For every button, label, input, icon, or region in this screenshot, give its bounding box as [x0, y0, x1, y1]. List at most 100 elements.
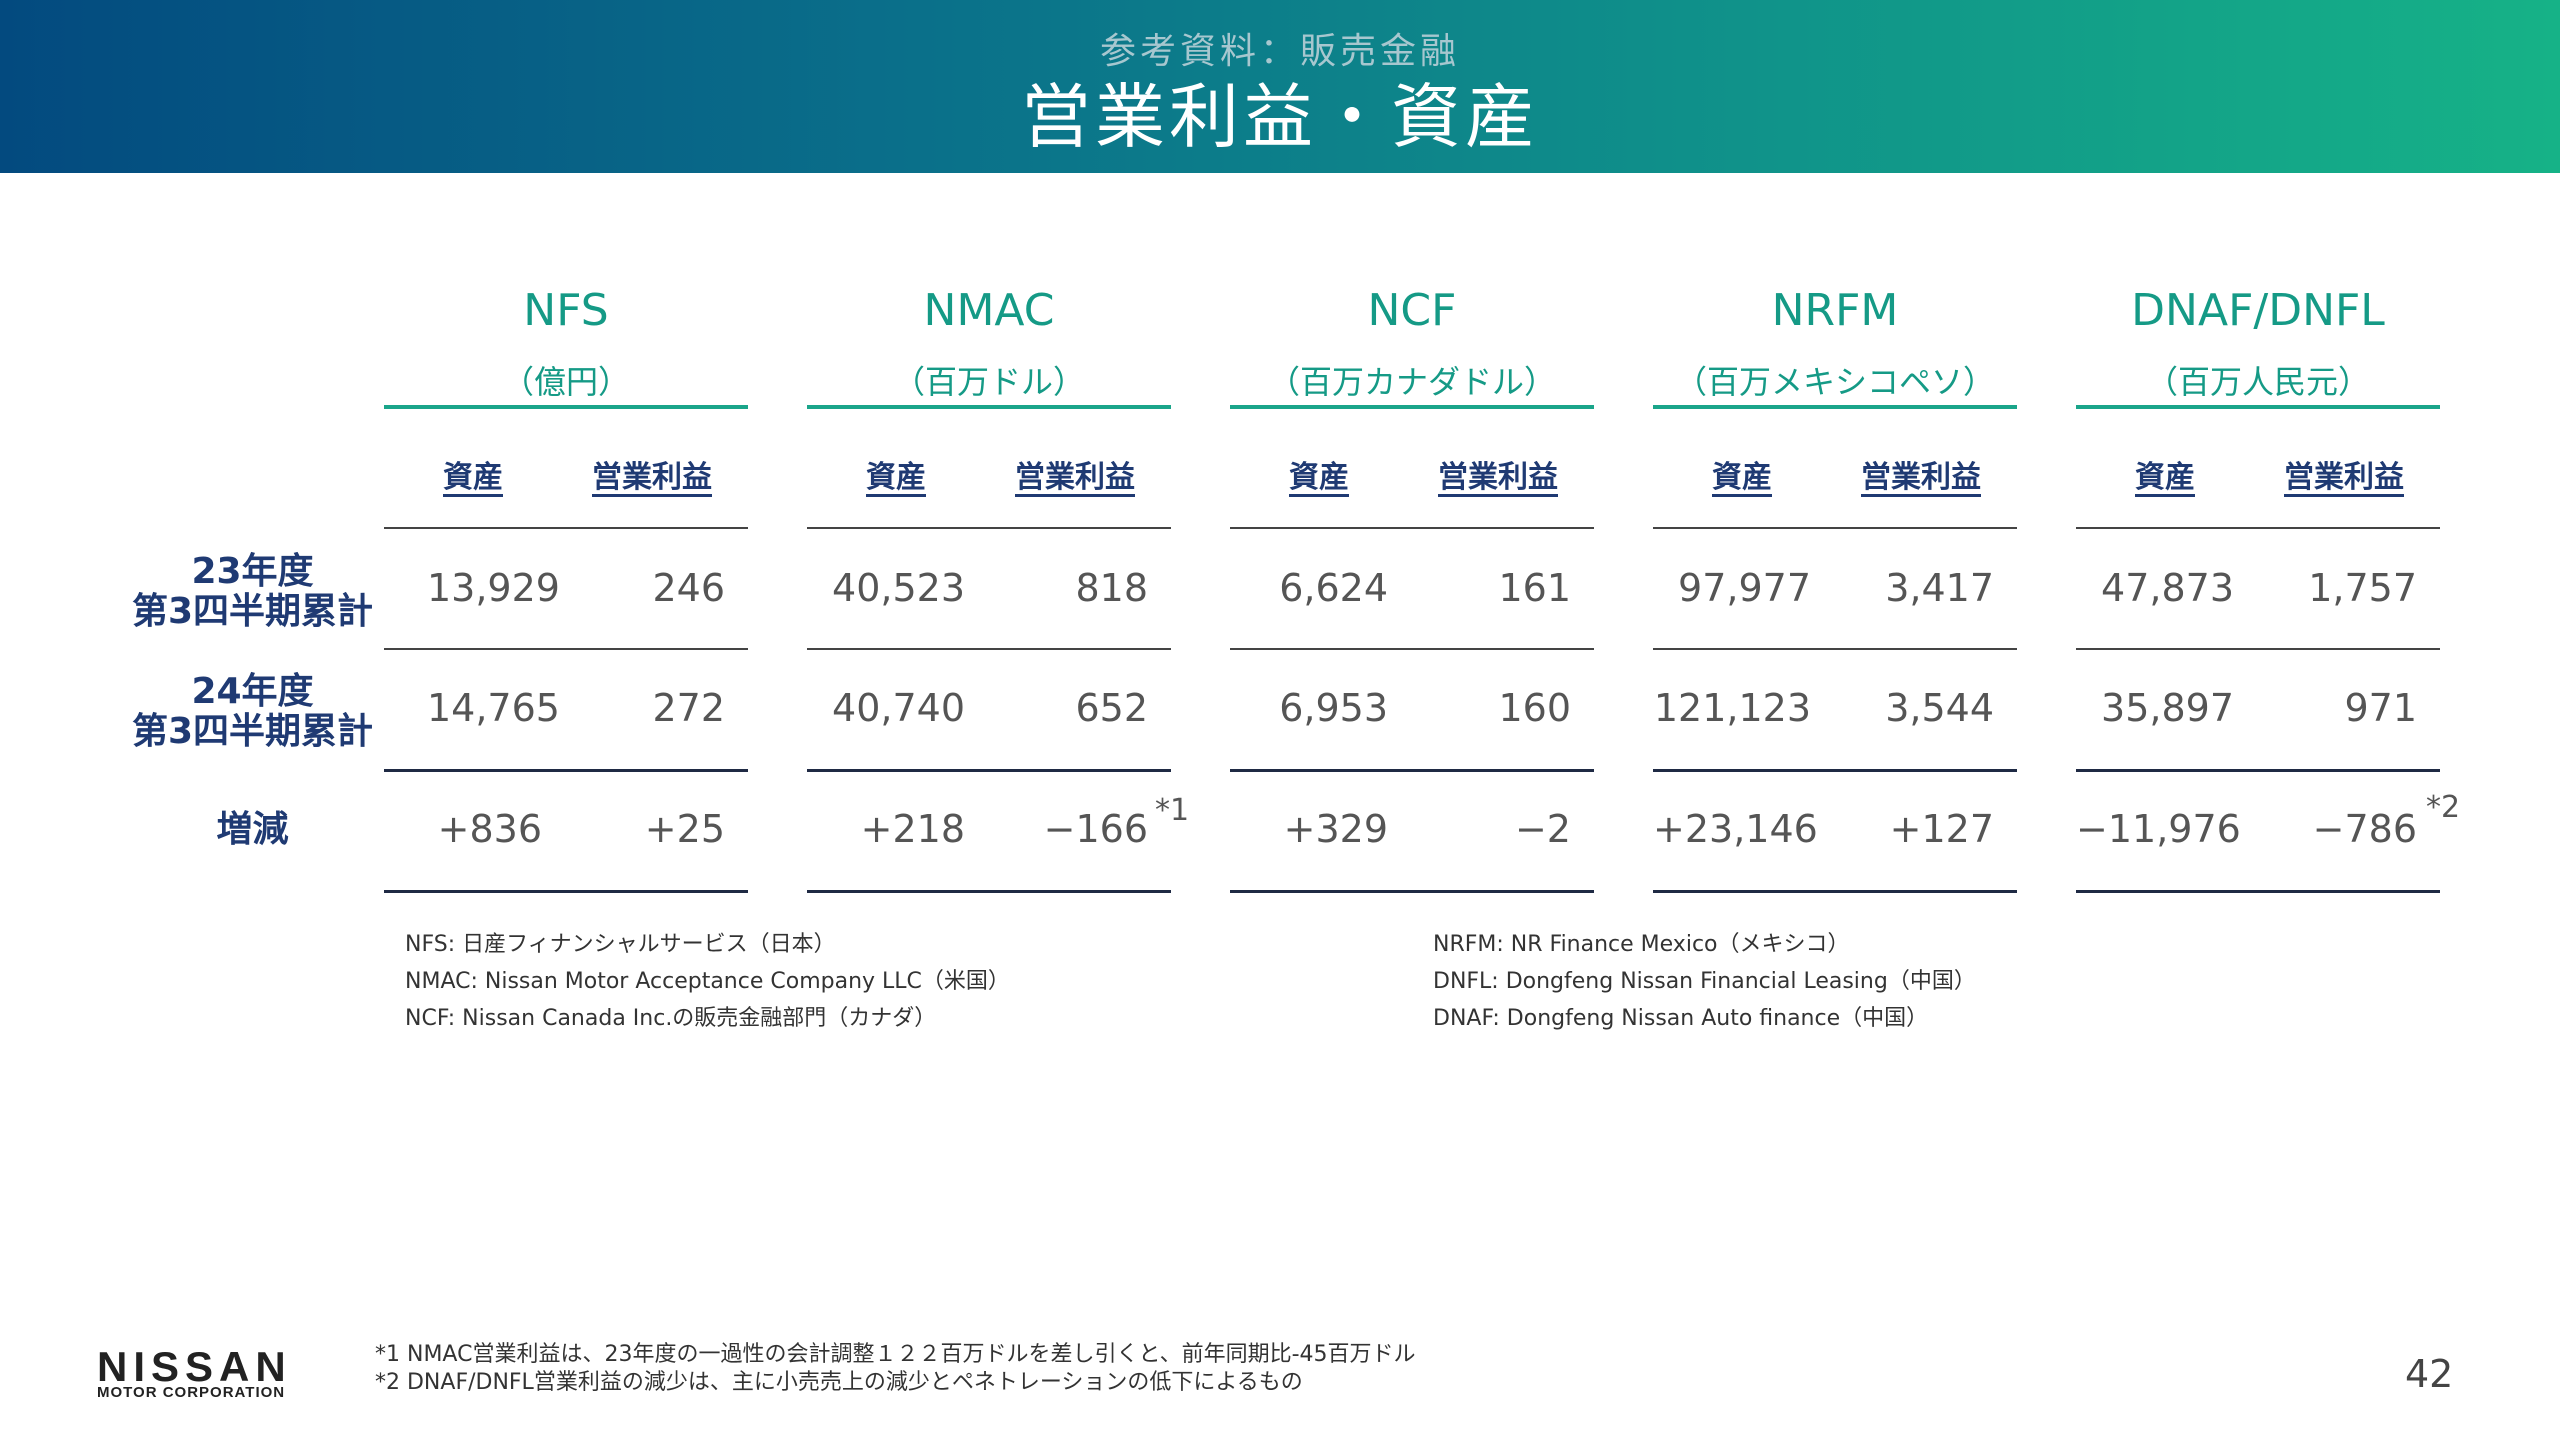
cell-fy23-asset: 97,977 [1678, 566, 1811, 610]
row-label-fy23-line2: 第3四半期累計 [131, 591, 374, 632]
cell-fy23-asset: 13,929 [427, 566, 560, 610]
col-head-asset: 資産 [866, 460, 926, 495]
row-divider [384, 527, 748, 529]
row-divider [807, 890, 1171, 893]
row-divider [1653, 890, 2017, 893]
definitions-left: NFS: 日産フィナンシャルサービス（日本） NMAC: Nissan Moto… [405, 926, 1010, 1037]
cell-fy23-profit: 1,757 [2308, 566, 2417, 610]
row-label-fy23-line1: 23年度 [191, 551, 314, 592]
footnote-1: *1 NMAC営業利益は、23年度の一過性の会計調整１２２百万ドルを差し引くと、… [375, 1342, 1416, 1367]
cell-fy24-profit: 272 [652, 686, 725, 730]
cell-fy23-asset: 47,873 [2101, 566, 2234, 610]
cell-fy23-profit: 161 [1498, 566, 1571, 610]
group-name-dnaf-dnfl: DNAF/DNFL [2131, 285, 2385, 336]
row-divider [384, 890, 748, 893]
cell-fy23-profit: 3,417 [1885, 566, 1994, 610]
row-divider [807, 648, 1171, 650]
row-divider [384, 769, 748, 772]
row-divider [384, 648, 748, 650]
row-divider [2076, 890, 2440, 893]
definition-item: NMAC: Nissan Motor Acceptance Company LL… [405, 969, 1010, 994]
group-unit-nrfm: （百万メキシコペソ） [1674, 363, 1995, 401]
footnote-2: *2 DNAF/DNFL営業利益の減少は、主に小売売上の減少とペネトレーションの… [375, 1370, 1303, 1395]
row-divider [2076, 769, 2440, 772]
group-underline [1230, 405, 1594, 409]
cell-fy23-profit: 818 [1075, 566, 1148, 610]
cell-fy24-asset: 14,765 [427, 686, 560, 730]
row-divider [807, 769, 1171, 772]
col-head-asset: 資産 [2135, 460, 2195, 495]
cell-fy24-asset: 121,123 [1653, 686, 1811, 730]
row-divider [1230, 890, 1594, 893]
row-label-change: 増減 [216, 809, 289, 850]
row-divider [2076, 648, 2440, 650]
group-unit-ncf: （百万カナダドル） [1267, 363, 1556, 401]
definition-item: NFS: 日産フィナンシャルサービス（日本） [405, 932, 836, 957]
group-name-nfs: NFS [523, 285, 609, 336]
definition-item: DNFL: Dongfeng Nissan Financial Leasing（… [1433, 969, 1976, 994]
definition-item: NCF: Nissan Canada Inc.の販売金融部門（カナダ） [405, 1006, 937, 1031]
col-head-asset: 資産 [1712, 460, 1772, 495]
row-divider [1653, 648, 2017, 650]
cell-fy24-asset: 35,897 [2101, 686, 2234, 730]
group-unit-dnaf-dnfl: （百万人民元） [2145, 363, 2370, 401]
page-subtitle: 参考資料：販売金融 [1099, 31, 1460, 72]
row-divider [2076, 527, 2440, 529]
row-label-fy23: 23年度 第3四半期累計 [120, 552, 385, 632]
logo-wordmark: NISSAN [97, 1343, 292, 1390]
page-number: 42 [2405, 1352, 2454, 1396]
header-band: 参考資料：販売金融 営業利益・資産 [0, 0, 2560, 173]
cell-fy24-profit: 971 [2344, 686, 2417, 730]
row-divider [1653, 527, 2017, 529]
cell-change-profit: −166 [1043, 807, 1148, 851]
definition-item: NRFM: NR Finance Mexico（メキシコ） [1433, 932, 1850, 957]
col-head-profit: 営業利益 [1015, 460, 1135, 495]
cell-change-profit: −786 [2312, 807, 2417, 851]
row-divider [807, 527, 1171, 529]
cell-change-asset: +836 [437, 807, 542, 851]
cell-fy23-asset: 6,624 [1279, 566, 1388, 610]
definitions-right: NRFM: NR Finance Mexico（メキシコ） DNFL: Dong… [1433, 926, 1976, 1037]
group-unit-nmac: （百万ドル） [892, 363, 1085, 401]
cell-change-profit: +127 [1889, 807, 1994, 851]
cell-change-asset: −11,976 [2076, 807, 2241, 851]
group-underline [384, 405, 748, 409]
row-label-fy24-line1: 24年度 [191, 671, 314, 712]
col-head-asset: 資産 [443, 460, 503, 495]
row-label-fy24: 24年度 第3四半期累計 [120, 672, 385, 752]
col-head-profit: 営業利益 [592, 460, 712, 495]
row-label-fy24-line2: 第3四半期累計 [131, 711, 374, 752]
cell-fy24-profit: 160 [1498, 686, 1571, 730]
row-divider [1653, 769, 2017, 772]
cell-change-profit: +25 [644, 807, 725, 851]
cell-fy24-profit: 3,544 [1885, 686, 1994, 730]
cell-fy24-asset: 40,740 [832, 686, 965, 730]
cell-fy24-profit: 652 [1075, 686, 1148, 730]
col-head-profit: 営業利益 [2284, 460, 2404, 495]
group-name-nrfm: NRFM [1771, 285, 1899, 336]
group-underline [807, 405, 1171, 409]
definition-item: DNAF: Dongfeng Nissan Auto finance（中国） [1433, 1006, 1929, 1031]
group-unit-nfs: （億円） [501, 363, 630, 401]
cell-change-profit: −2 [1514, 807, 1571, 851]
group-name-ncf: NCF [1367, 285, 1457, 336]
col-head-profit: 営業利益 [1861, 460, 1981, 495]
group-underline [1653, 405, 2017, 409]
cell-fy23-profit: 246 [652, 566, 725, 610]
cell-fy23-asset: 40,523 [832, 566, 965, 610]
logo-subtitle: MOTOR CORPORATION [97, 1384, 286, 1401]
row-divider [1230, 527, 1594, 529]
row-divider [1230, 769, 1594, 772]
group-underline [2076, 405, 2440, 409]
group-name-nmac: NMAC [923, 285, 1055, 336]
page-title: 営業利益・資産 [1021, 76, 1539, 158]
cell-change-asset: +329 [1283, 807, 1388, 851]
note-mark-1: *1 [1155, 793, 1190, 828]
col-head-asset: 資産 [1289, 460, 1349, 495]
row-divider [1230, 648, 1594, 650]
cell-change-asset: +23,146 [1653, 807, 1818, 851]
cell-change-asset: +218 [860, 807, 965, 851]
col-head-profit: 営業利益 [1438, 460, 1558, 495]
note-mark-2: *2 [2426, 790, 2461, 825]
cell-fy24-asset: 6,953 [1279, 686, 1388, 730]
